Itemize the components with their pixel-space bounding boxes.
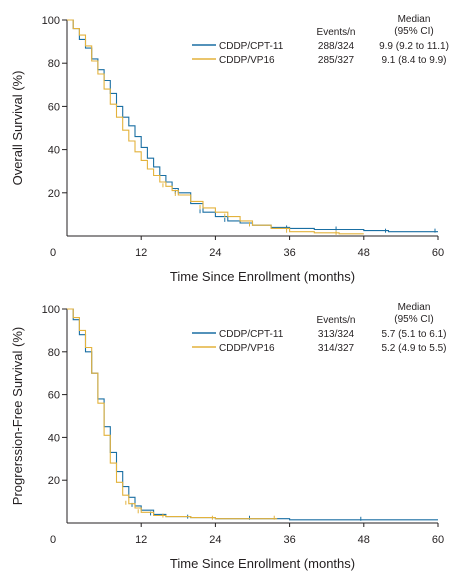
legend-header-ci: (95% CI)	[394, 314, 433, 325]
legend-label-2: CDDP/VP16	[219, 55, 275, 66]
y-tick-label: 80	[48, 58, 60, 70]
x-tick-label: 0	[50, 247, 56, 259]
legend-median-2: 9.1 (8.4 to 9.9)	[381, 55, 446, 66]
chart-panel-1: 20 40 60 80 100 0 12 24 36 48 60 Time Since Enrollm…	[10, 14, 449, 284]
legend-median-1: 9.9 (9.2 to 11.1)	[379, 41, 449, 52]
x-tick-label: 24	[209, 534, 221, 546]
x-tick-label: 48	[358, 534, 370, 546]
series-line-2	[67, 19, 364, 235]
x-tick-label: 12	[135, 247, 147, 259]
y-tick-label: 80	[48, 347, 60, 359]
y-tick-label: 40	[48, 145, 60, 157]
x-tick-label: 48	[358, 247, 370, 259]
x-axis-label: Time Since Enrollment (months)	[170, 556, 355, 571]
y-tick-label: 60	[48, 101, 60, 113]
legend-header-ci: (95% CI)	[394, 26, 433, 37]
legend-events-1: 288/324	[318, 41, 355, 52]
y-tick-label: 20	[48, 188, 60, 200]
y-axis-label: Progrerssion-Free Survival (%)	[10, 327, 25, 505]
series-line-2	[67, 308, 278, 520]
legend-header-median: Median	[398, 14, 431, 25]
chart-panel-2: 20 40 60 80 100 0 12 24 36 48 60 Time Since Enrollm…	[10, 302, 447, 571]
legend-median-1: 5.7 (5.1 to 6.1)	[381, 329, 446, 340]
y-tick-label: 100	[42, 304, 60, 316]
legend-label-1: CDDP/CPT-11	[219, 41, 284, 52]
x-tick-label: 24	[209, 247, 221, 259]
x-tick-label: 0	[50, 534, 56, 546]
legend-events-2: 285/327	[318, 55, 355, 66]
y-axis-label: Overall Survival (%)	[10, 71, 25, 186]
x-tick-label: 60	[432, 247, 444, 259]
y-tick-label: 40	[48, 432, 60, 444]
legend-median-2: 5.2 (4.9 to 5.5)	[381, 343, 446, 354]
legend-events-1: 313/324	[318, 329, 355, 340]
legend-label-2: CDDP/VP16	[219, 343, 275, 354]
legend-header-median: Median	[398, 302, 431, 313]
y-tick-label: 20	[48, 475, 60, 487]
legend-events-2: 314/327	[318, 343, 355, 354]
legend-header-events: Events/n	[317, 27, 356, 38]
y-tick-label: 100	[42, 15, 60, 27]
x-tick-label: 36	[283, 247, 295, 259]
x-axis-label: Time Since Enrollment (months)	[170, 269, 355, 284]
x-tick-label: 36	[283, 534, 295, 546]
y-tick-label: 60	[48, 390, 60, 402]
legend-label-1: CDDP/CPT-11	[219, 329, 284, 340]
x-tick-label: 60	[432, 534, 444, 546]
legend-header-events: Events/n	[317, 315, 356, 326]
x-tick-label: 12	[135, 534, 147, 546]
